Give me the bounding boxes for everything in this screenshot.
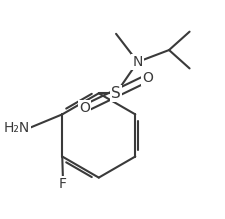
Text: O: O xyxy=(141,71,152,85)
Text: S: S xyxy=(111,86,120,101)
Text: N: N xyxy=(132,55,142,69)
Text: O: O xyxy=(79,101,90,115)
Text: F: F xyxy=(59,177,67,191)
Text: H₂N: H₂N xyxy=(3,121,29,135)
